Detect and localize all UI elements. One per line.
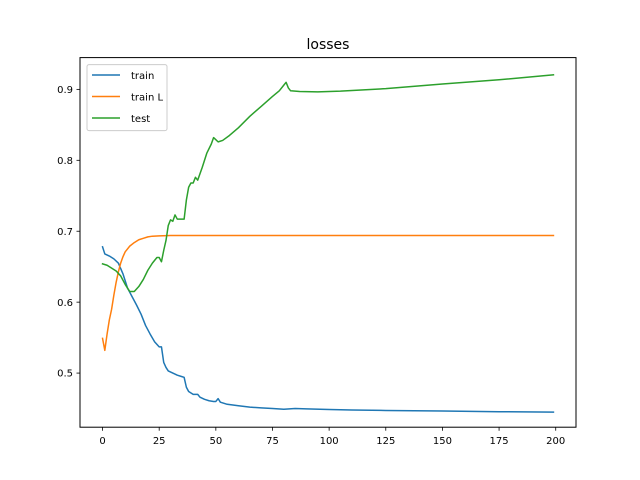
x-tick-label: 75 xyxy=(266,436,279,447)
chart-title: losses xyxy=(307,37,350,53)
series-layer xyxy=(101,74,555,413)
x-tick-label: 175 xyxy=(490,436,509,447)
series-line-train xyxy=(101,245,555,413)
series-line-test xyxy=(101,74,555,293)
y-axis: 0.5 0.6 0.7 0.8 0.9 xyxy=(57,85,80,380)
x-tick-label: 150 xyxy=(433,436,452,447)
series-line-train-l xyxy=(101,234,555,352)
x-tick-label: 125 xyxy=(376,436,395,447)
legend-box xyxy=(86,64,168,132)
y-tick-label: 0.6 xyxy=(57,298,73,309)
x-tick-label: 200 xyxy=(546,436,565,447)
y-tick-label: 0.8 xyxy=(57,156,73,167)
x-axis: 0 25 50 75 100 125 150 175 200 xyxy=(99,427,565,447)
legend-label: train xyxy=(131,71,154,82)
plot-area: 0 25 50 75 100 125 150 175 200 0.5 0.6 0.7 0.8 0.9 xyxy=(57,57,577,447)
legend: train train L test xyxy=(86,64,168,132)
legend-label: test xyxy=(131,114,150,125)
x-tick-label: 100 xyxy=(320,436,339,447)
legend-label: train L xyxy=(131,93,163,104)
legend-entries: train train L test xyxy=(92,71,163,125)
x-tick-label: 0 xyxy=(99,436,105,447)
x-tick-label: 25 xyxy=(153,436,166,447)
axes-frame xyxy=(79,57,577,428)
y-tick-label: 0.5 xyxy=(57,369,73,380)
x-tick-label: 50 xyxy=(209,436,222,447)
y-tick-label: 0.9 xyxy=(57,85,73,96)
y-tick-label: 0.7 xyxy=(57,227,73,238)
